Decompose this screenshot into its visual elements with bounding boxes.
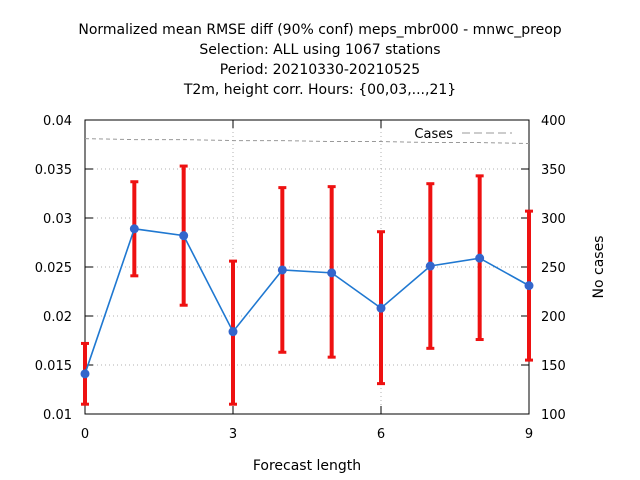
y2-tick-label: 100	[541, 408, 566, 423]
data-point	[376, 303, 386, 313]
y-tick-label: 0.01	[43, 408, 72, 423]
data-point	[277, 265, 287, 275]
y-tick-label: 0.02	[43, 310, 72, 325]
y2-tick-label: 200	[541, 310, 566, 325]
x-tick-label: 0	[81, 427, 89, 442]
axis-labels: Forecast length No cases	[253, 236, 607, 474]
title-line: T2m, height corr. Hours: {00,03,...,21}	[183, 82, 456, 98]
title-line: Normalized mean RMSE diff (90% conf) mep…	[78, 22, 561, 38]
legend: Cases	[414, 127, 512, 142]
grid	[85, 120, 529, 414]
x-tick-label: 6	[377, 427, 385, 442]
y-tick-label: 0.04	[43, 114, 72, 129]
y2-tick-label: 300	[541, 212, 566, 227]
data-point	[327, 268, 337, 278]
data-point	[129, 224, 139, 234]
legend-label-cases: Cases	[414, 127, 453, 142]
y2-tick-label: 400	[541, 114, 566, 129]
data-point	[425, 261, 435, 271]
ticks: 0.01 0.015 0.02 0.025 0.03 0.035 0.04 100 150 200…	[35, 114, 566, 442]
plot-frame	[84, 119, 530, 415]
chart-title: Normalized mean RMSE diff (90% conf) mep…	[78, 22, 561, 98]
y2-tick-label: 250	[541, 261, 566, 276]
x-axis-label: Forecast length	[253, 458, 361, 474]
title-line: Selection: ALL using 1067 stations	[199, 42, 440, 58]
x-tick-label: 3	[229, 427, 237, 442]
data-point	[228, 327, 238, 337]
y-tick-label: 0.03	[43, 212, 72, 227]
series-line	[84, 227, 530, 375]
y2-axis-label: No cases	[591, 236, 607, 299]
y-tick-label: 0.035	[35, 163, 72, 178]
cases-line	[84, 138, 530, 145]
y2-tick-label: 350	[541, 163, 566, 178]
y-tick-label: 0.025	[35, 261, 72, 276]
axes	[84, 119, 530, 415]
data-point	[80, 369, 90, 379]
data-point	[524, 281, 534, 291]
series	[80, 138, 534, 406]
y-tick-label: 0.015	[35, 359, 72, 374]
data-point	[179, 231, 189, 241]
y2-tick-label: 150	[541, 359, 566, 374]
data-point	[475, 253, 485, 263]
x-tick-label: 9	[525, 427, 533, 442]
title-line: Period: 20210330-20210525	[220, 62, 420, 78]
